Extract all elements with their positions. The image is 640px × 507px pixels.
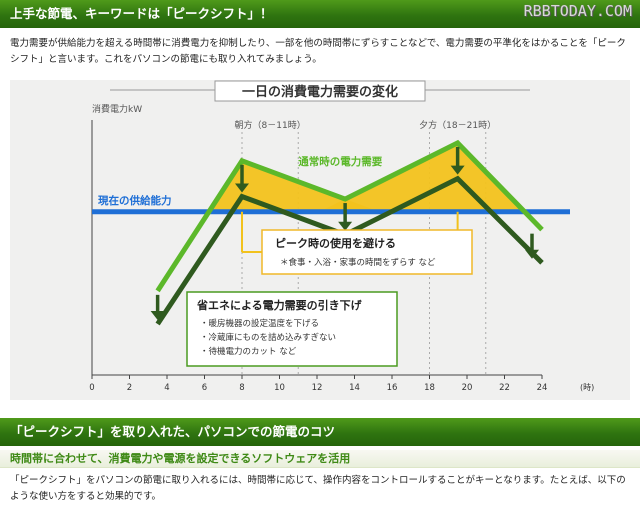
intro-paragraph: 電力需要が供給能力を超える時間帯に消費電力を抑制したり、一部を他の時間帯にずらす… (10, 38, 626, 65)
x-tick-label: 14 (349, 383, 360, 393)
supply-capacity-label: 現在の供給能力 (98, 194, 172, 207)
section-title-banner-2: 「ピークシフト」を取り入れた、パソコンでの節電のコツ (0, 418, 640, 446)
x-tick-label: 6 (202, 383, 207, 393)
x-tick-label: 18 (424, 383, 435, 393)
shift-arrow-head (338, 221, 353, 231)
x-tick-label: 20 (462, 383, 473, 393)
shift-arrow-head (150, 311, 165, 320)
x-axis-unit: (時) (580, 383, 594, 392)
peak-callout-box (261, 229, 473, 275)
normal-demand-label: 通常時の電力需要 (298, 155, 382, 168)
body-paragraph: 「ピークシフト」をパソコンの節電に取り入れるには、時間帯に応じて、操作内容をコン… (10, 475, 626, 502)
shift-arrow-head (525, 249, 539, 259)
peak-callout-title: ピーク時の使用を避ける (275, 236, 396, 250)
x-tick-label: 0 (89, 383, 94, 393)
site-watermark: RBBTODAY.COM (523, 2, 632, 20)
x-tick-label: 8 (239, 383, 244, 393)
saving-callout-title: 省エネによる電力需要の引き下げ (196, 298, 363, 312)
x-tick-label: 16 (387, 383, 398, 393)
saving-callout-line-3: ・待機電力のカット など (200, 346, 297, 357)
peak-callout-line: ＊食事・入浴・家事の時間をずらす など (280, 257, 436, 268)
shift-arrow-head (235, 183, 249, 193)
saving-callout-line-1: ・暖房機器の設定温度を下げる (200, 318, 319, 329)
title-box (214, 80, 426, 102)
y-axis-label: 消費電力kW (92, 103, 142, 115)
shift-arrow-head (450, 165, 465, 175)
chart-title: 一日の消費電力需要の変化 (242, 84, 398, 100)
period-label-1: 夕方（18－21時） (419, 119, 496, 131)
power-demand-chart: 一日の消費電力需要の変化 消費電力kW (時) 0 2 4 6 8 10 12 14 16 18 2… (10, 80, 630, 400)
x-tick-label: 4 (164, 383, 169, 393)
x-tick-label: 22 (499, 383, 510, 393)
chart-canvas: 一日の消費電力需要の変化 消費電力kW (時) 0 2 4 6 8 10 12 14 16 18 2… (89, 80, 594, 393)
x-tick-label: 2 (127, 383, 132, 393)
normal-demand-line (155, 139, 544, 293)
section-title-2: 「ピークシフト」を取り入れた、パソコンでの節電のコツ (10, 424, 336, 439)
subheading: 時間帯に合わせて、消費電力や電源を設定できるソフトウェアを活用 (0, 450, 640, 468)
x-tick-label: 24 (537, 383, 548, 393)
saving-callout-line-2: ・冷蔵庫にものを詰め込みすぎない (200, 332, 336, 343)
x-tick-label: 12 (312, 383, 323, 393)
section-title-banner: 上手な節電、キーワードは「ピークシフト」！ (0, 0, 640, 28)
saving-callout-box (186, 291, 398, 367)
period-label-0: 朝方（8－11時） (235, 119, 306, 131)
x-tick-label: 10 (274, 383, 285, 393)
section-title: 上手な節電、キーワードは「ピークシフト」！ (10, 6, 273, 21)
